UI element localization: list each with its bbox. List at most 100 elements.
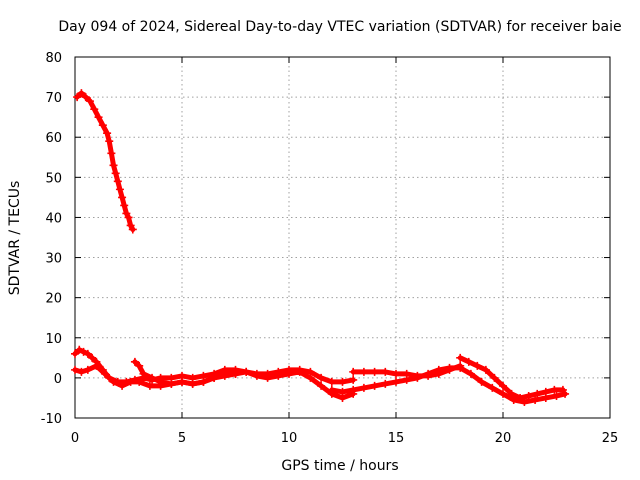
data-point [507, 389, 516, 398]
data-point [98, 121, 107, 130]
data-point [105, 137, 114, 146]
grid [75, 57, 610, 418]
data-point [71, 365, 79, 374]
data-point [75, 345, 84, 354]
data-point [139, 369, 148, 378]
data-point [464, 357, 473, 366]
data-point [113, 177, 122, 186]
data-point [111, 169, 120, 178]
data-point [499, 381, 507, 390]
data-point [285, 369, 293, 378]
data-point [103, 129, 112, 138]
data-point [73, 93, 82, 102]
series-mid-band-lower [327, 363, 570, 406]
data-point [499, 389, 507, 398]
series-late-band [456, 353, 567, 402]
axis-ticks [74, 56, 611, 419]
data-point [349, 367, 358, 376]
y-tick-label: 10 [45, 332, 62, 347]
x-tick-label: 0 [71, 431, 79, 446]
plot-frame [74, 56, 611, 419]
data-point [552, 391, 561, 400]
data-point [359, 383, 368, 392]
data-point [473, 361, 482, 370]
y-tick-label: 80 [45, 51, 62, 66]
data-point [327, 377, 336, 386]
x-tick-labels: 0 5 10 15 20 25 [71, 431, 618, 446]
data-point [252, 371, 261, 380]
y-tick-label: 0 [54, 372, 62, 387]
data-point [550, 385, 559, 394]
data-point [317, 381, 326, 390]
data-point [359, 367, 368, 376]
data-point [516, 393, 525, 402]
data-point [85, 97, 94, 106]
data-point [466, 369, 475, 378]
series-low-band-C [130, 357, 240, 388]
data-point [456, 363, 465, 372]
series-high-arc [73, 89, 137, 234]
data-point [392, 377, 400, 386]
data-point [242, 367, 251, 376]
data-point [81, 93, 90, 102]
data-point [199, 377, 208, 386]
x-tick-label: 15 [388, 431, 405, 446]
data-point [148, 373, 157, 382]
data-point [338, 387, 347, 396]
data-point [541, 387, 550, 396]
data-point [220, 371, 229, 380]
data-point [338, 377, 347, 386]
data-point [145, 381, 154, 390]
data-point [392, 369, 400, 378]
chart-title: Day 094 of 2024, Sidereal Day-to-day VTE… [58, 19, 621, 35]
y-tick-label: 70 [45, 91, 62, 106]
data-point [94, 113, 103, 122]
series-low-band-B [71, 361, 358, 402]
data-point [381, 379, 390, 388]
data-point [188, 379, 197, 388]
y-tick-labels: -10 0 10 20 30 40 50 60 70 80 [41, 51, 62, 427]
y-tick-label: 20 [45, 292, 62, 307]
data-point [231, 369, 240, 378]
data-point [83, 365, 92, 374]
data-point [124, 213, 133, 222]
data-point [295, 367, 304, 376]
data-point [167, 379, 176, 388]
data-point [77, 89, 86, 98]
x-tick-label: 5 [178, 431, 186, 446]
data-point [477, 377, 486, 386]
x-axis-label: GPS time / hours [281, 458, 398, 474]
data-point [135, 377, 144, 386]
data-point [370, 381, 379, 390]
data-point [100, 369, 109, 378]
data-points [71, 89, 570, 406]
data-point [456, 353, 465, 362]
y-axis-label: SDTVAR / TECUs [7, 181, 23, 296]
data-point [481, 365, 490, 374]
x-tick-label: 25 [602, 431, 619, 446]
data-point [381, 367, 390, 376]
data-point [413, 373, 422, 382]
data-point [156, 377, 165, 386]
data-point [402, 375, 411, 384]
data-point [445, 363, 454, 372]
data-point [120, 201, 129, 210]
data-point [370, 367, 379, 376]
y-tick-label: 40 [45, 211, 62, 226]
data-point [71, 349, 79, 358]
x-tick-label: 10 [281, 431, 298, 446]
y-tick-label: 50 [45, 171, 62, 186]
data-point [531, 395, 540, 404]
data-point [210, 373, 219, 382]
y-tick-label: 30 [45, 252, 62, 267]
data-point [115, 185, 124, 194]
data-point [178, 377, 186, 386]
data-point [118, 193, 127, 202]
data-point [434, 365, 443, 374]
data-point [306, 373, 315, 382]
data-point [79, 347, 88, 356]
x-tick-label: 20 [495, 431, 512, 446]
data-point [128, 225, 137, 234]
data-point [490, 373, 499, 382]
